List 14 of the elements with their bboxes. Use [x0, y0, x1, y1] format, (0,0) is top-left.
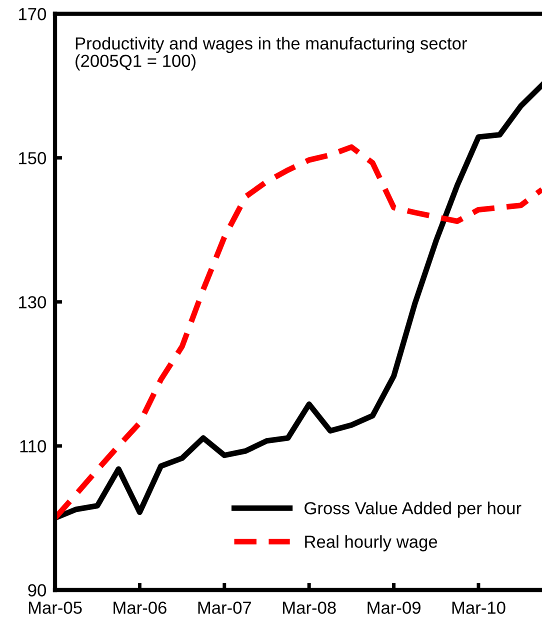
legend-label: Real hourly wage: [305, 535, 438, 552]
x-tick-label: Mar-09: [368, 602, 420, 614]
legend-label: Gross Value Added per hour: [304, 502, 522, 518]
y-tick-label: 150: [19, 152, 46, 164]
y-tick-label: 110: [20, 440, 46, 452]
y-tick-label: 90: [28, 584, 46, 596]
x-tick-label: Mar-10: [452, 602, 506, 614]
x-tick-label: Mar-07: [198, 602, 252, 614]
text: Productivity and wages in the manufacturing sector (2005Q1 = 100): [76, 36, 467, 70]
y-tick-label: 170: [19, 8, 46, 20]
x-tick-label: Mar-05: [28, 602, 82, 614]
x-tick-label: Mar-06: [114, 602, 166, 614]
x-tick-label: Mar-08: [283, 602, 336, 614]
y-tick-label: 130: [19, 296, 46, 308]
